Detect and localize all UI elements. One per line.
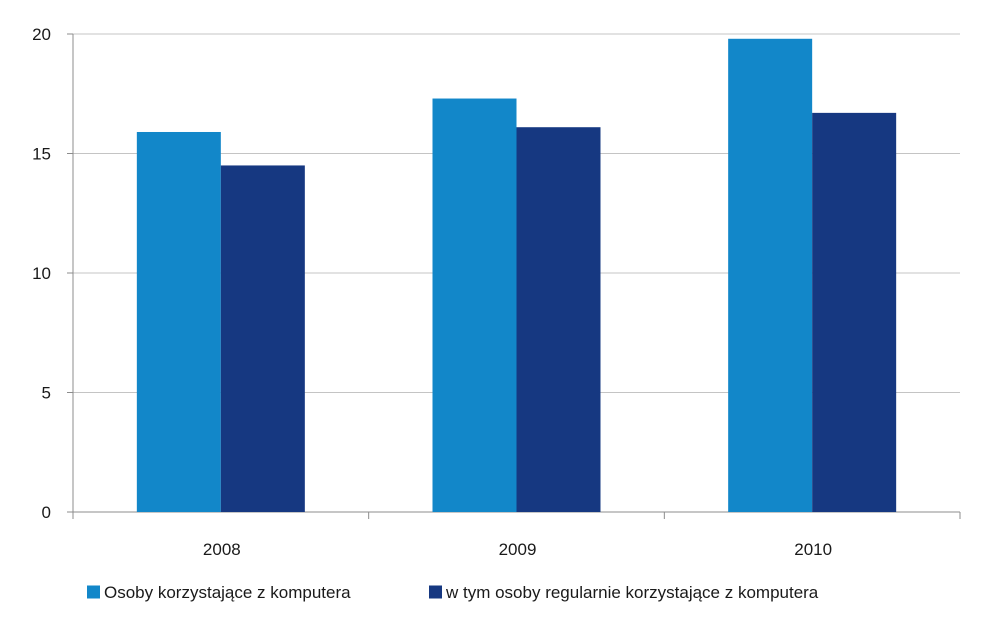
bar-2010-series-2 [812,112,897,513]
y-tick-label: 5 [42,384,51,403]
y-tick-label: 10 [32,264,51,283]
legend-label-2: w tym osoby regularnie korzystające z ko… [445,583,819,602]
bar-2008-series-2 [220,165,305,512]
legend-label-1: Osoby korzystające z komputera [104,583,351,602]
bar-2009-series-2 [516,127,601,513]
y-tick-label: 20 [32,25,51,44]
x-tick-label: 2008 [203,540,241,559]
bar-2009-series-1 [432,98,517,512]
bars [136,38,897,513]
bar-2010-series-1 [728,38,813,512]
legend: Osoby korzystające z komputera w tym osob… [87,583,819,602]
y-tick-label: 15 [32,145,51,164]
x-tick-label: 2009 [499,540,537,559]
x-tick-label: 2010 [794,540,832,559]
bar-2008-series-1 [136,131,221,513]
y-tick-labels: 0 5 10 15 20 [32,25,51,522]
legend-swatch-1 [87,585,100,599]
x-tick-labels: 2008 2009 2010 [203,540,832,559]
legend-swatch-2 [429,585,442,599]
y-tick-label: 0 [42,503,51,522]
